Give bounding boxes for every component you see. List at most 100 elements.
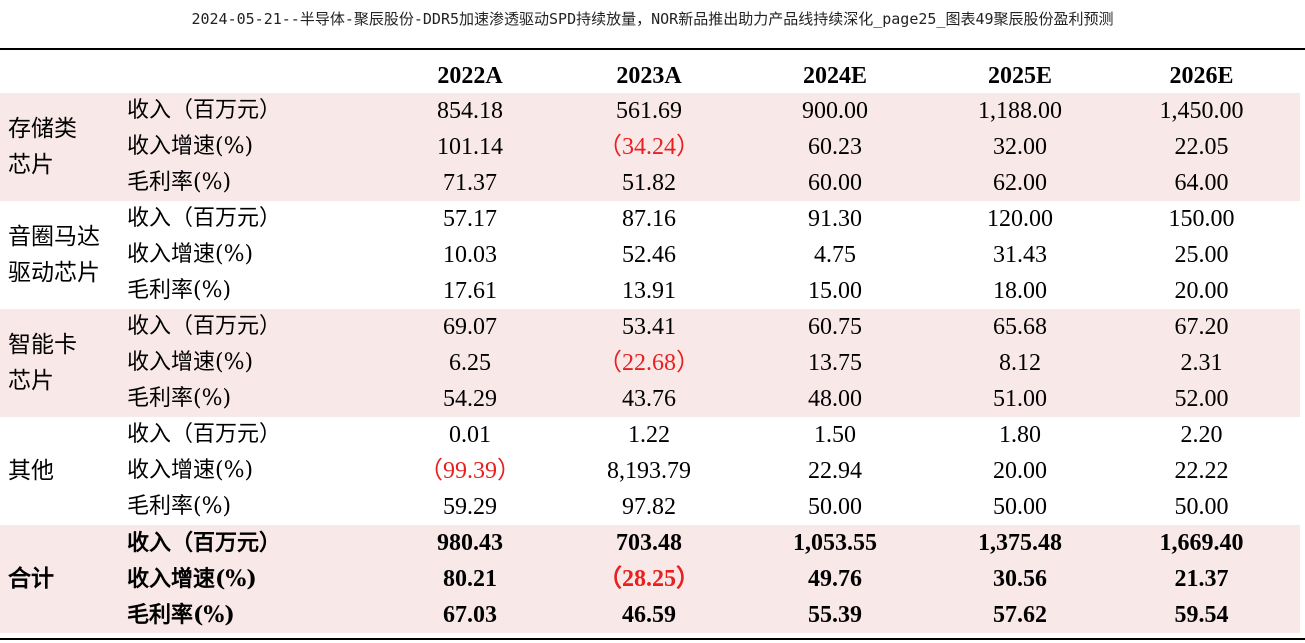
- table-cell: 1,188.00: [937, 93, 1103, 129]
- metric-label: 毛利率(%): [125, 165, 375, 201]
- segment-label-line: 驱动芯片: [8, 260, 100, 286]
- table-cell: 1,450.00: [1103, 93, 1300, 129]
- table-row: 音圈马达 驱动芯片 收入（百万元） 57.17 87.16 91.30 120.…: [0, 201, 1300, 286]
- table-cell: 60.00: [733, 165, 937, 201]
- table-cell: 1.22: [628, 422, 670, 448]
- table-row: 毛利率(%) 54.29 43.76 48.00 51.00 52.00: [0, 381, 1300, 417]
- table-cell: 703.48: [565, 525, 733, 561]
- table-cell-negative: （28.25）: [565, 561, 733, 597]
- table-cell: 20.00: [1174, 278, 1229, 304]
- table-row: 收入增速(%) 101.14 （34.24） 60.23 32.00 22.05: [0, 129, 1300, 165]
- table-cell: 57.62: [937, 597, 1103, 633]
- header-blank: [0, 59, 125, 93]
- table-cell: 1,053.55: [733, 525, 937, 561]
- table-cell: 900.00: [733, 93, 937, 129]
- table-cell: 561.69: [565, 93, 733, 129]
- bottom-rule: [0, 638, 1305, 640]
- table-cell: 53.41: [565, 309, 733, 345]
- segment-label-line: 芯片: [8, 152, 54, 178]
- table-cell: 57.17: [443, 206, 497, 232]
- table-cell: 15.00: [808, 278, 862, 304]
- metric-label: 收入（百万元）: [127, 422, 282, 447]
- page-title: 2024-05-21--半导体-聚辰股份-DDR5加速渗透驱动SPD持续放量，N…: [191, 10, 1114, 28]
- table-cell: 4.75: [814, 242, 856, 268]
- table-cell: 59.54: [1103, 597, 1300, 633]
- table-cell: 64.00: [1103, 165, 1300, 201]
- table-cell: 62.00: [937, 165, 1103, 201]
- table-cell-negative: （22.68）: [565, 345, 733, 381]
- table-row: 收入增速(%) 6.25 （22.68） 13.75 8.12 2.31: [0, 345, 1300, 381]
- column-header: 2023A: [616, 63, 682, 89]
- table-cell: 0.01: [449, 422, 491, 448]
- table-cell: 980.43: [375, 525, 565, 561]
- table-cell-negative: （34.24）: [565, 129, 733, 165]
- table-cell: 91.30: [808, 206, 862, 232]
- segment-label-line: 合计: [8, 565, 54, 592]
- metric-label: 收入（百万元）: [125, 309, 375, 345]
- table-cell: 120.00: [987, 206, 1053, 232]
- table-cell: 80.21: [375, 561, 565, 597]
- metric-label: 收入增速(%): [125, 561, 375, 597]
- table-cell: 51.00: [937, 381, 1103, 417]
- table-row: 收入增速(%) （99.39） 8,193.79 22.94 20.00 22.…: [0, 453, 1300, 489]
- table-cell: 1.50: [814, 422, 856, 448]
- table-cell: 31.43: [993, 242, 1047, 268]
- table-cell: 10.03: [443, 242, 497, 268]
- segment-label-line: 其他: [8, 458, 54, 484]
- table-row-total: 合计 收入（百万元） 980.43 703.48 1,053.55 1,375.…: [0, 525, 1300, 633]
- metric-label: 收入（百万元）: [125, 93, 375, 129]
- metric-label: 毛利率(%): [125, 597, 375, 633]
- metric-label: 毛利率(%): [127, 278, 232, 303]
- segment-label: 存储类 芯片: [0, 93, 125, 201]
- table-cell: 2.20: [1180, 422, 1223, 448]
- table-cell: 43.76: [565, 381, 733, 417]
- segment-label-line: 存储类: [8, 116, 77, 142]
- table-row-total: 毛利率(%) 67.03 46.59 55.39 57.62 59.54: [0, 597, 1300, 633]
- table-cell: 51.82: [565, 165, 733, 201]
- metric-label: 收入（百万元）: [125, 525, 375, 561]
- table-cell: 54.29: [375, 381, 565, 417]
- table-cell-negative: （99.39）: [419, 458, 521, 484]
- table-cell: 22.94: [808, 458, 862, 484]
- forecast-table: 2022A 2023A 2024E 2025E 2026E 存储类 芯片 收入（…: [0, 59, 1300, 633]
- metric-label: 毛利率(%): [125, 381, 375, 417]
- table-cell: 101.14: [375, 129, 565, 165]
- metric-label: 收入（百万元）: [127, 206, 282, 231]
- table-cell: 49.76: [733, 561, 937, 597]
- metric-label: 收入增速(%): [127, 242, 254, 267]
- table-row: 毛利率(%) 17.61 13.91 15.00 18.00 20.00: [0, 273, 1300, 309]
- table-cell: 87.16: [622, 206, 676, 232]
- table-cell: 17.61: [443, 278, 497, 304]
- table-cell: 65.68: [937, 309, 1103, 345]
- table-cell: 60.23: [733, 129, 937, 165]
- table-cell: 69.07: [375, 309, 565, 345]
- table-row: 收入增速(%) 10.03 52.46 4.75 31.43 25.00: [0, 237, 1300, 273]
- table-cell: 13.75: [733, 345, 937, 381]
- table-cell: 67.20: [1103, 309, 1300, 345]
- table-cell: 8.12: [937, 345, 1103, 381]
- table-cell: 32.00: [937, 129, 1103, 165]
- table-cell: 67.03: [375, 597, 565, 633]
- table-cell: 50.00: [808, 494, 862, 520]
- table-cell: 60.75: [733, 309, 937, 345]
- table-cell: 6.25: [375, 345, 565, 381]
- table-cell: 55.39: [733, 597, 937, 633]
- table-row: 毛利率(%) 71.37 51.82 60.00 62.00 64.00: [0, 165, 1300, 201]
- column-header: 2025E: [987, 63, 1052, 89]
- table-row: 存储类 芯片 收入（百万元） 854.18 561.69 900.00 1,18…: [0, 93, 1300, 201]
- metric-label: 收入增速(%): [125, 129, 375, 165]
- table-cell: 8,193.79: [607, 458, 691, 484]
- table-cell: 25.00: [1174, 242, 1229, 268]
- table-cell: 52.00: [1103, 381, 1300, 417]
- table-cell: 150.00: [1168, 206, 1235, 232]
- table-row: 其他 收入（百万元） 0.01 1.22 1.50 1.80 2.20: [0, 417, 1300, 484]
- table-cell: 13.91: [622, 278, 676, 304]
- metric-label: 毛利率(%): [127, 494, 232, 519]
- table-cell: 46.59: [565, 597, 733, 633]
- segment-label-line: 音圈马达: [8, 224, 100, 250]
- table-cell: 1,669.40: [1103, 525, 1300, 561]
- segment-label: 合计: [0, 525, 125, 633]
- metric-label: 收入增速(%): [125, 345, 375, 381]
- table-cell: 22.05: [1103, 129, 1300, 165]
- table-cell: 50.00: [993, 494, 1047, 520]
